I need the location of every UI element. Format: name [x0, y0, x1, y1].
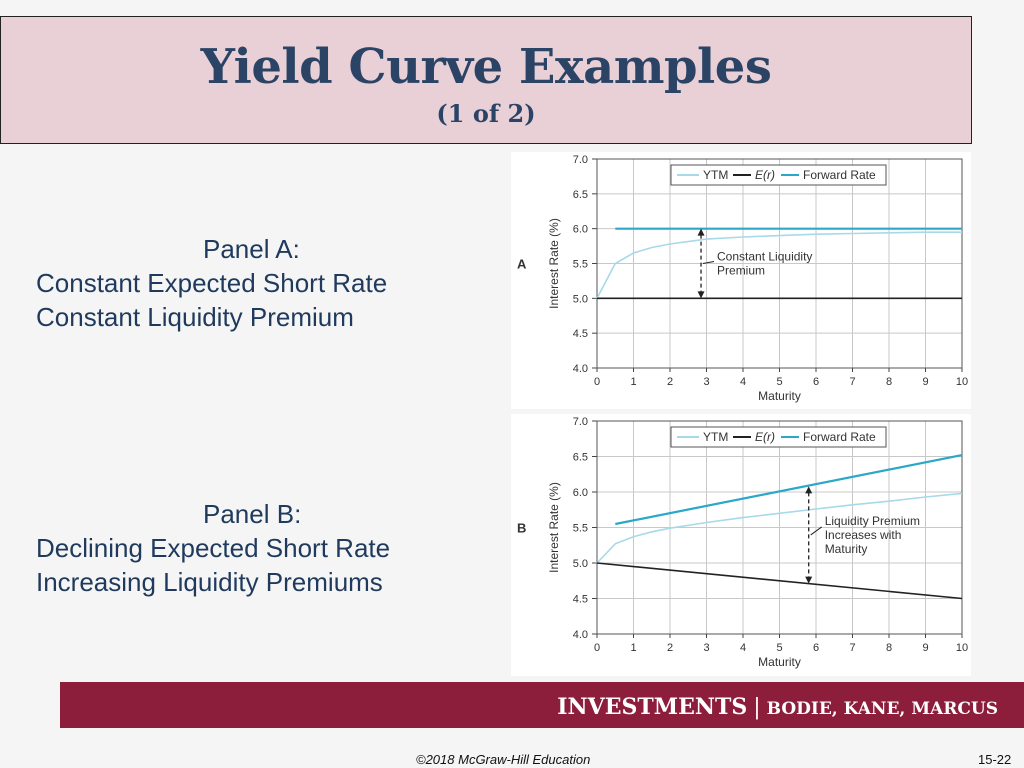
- chart0-y-tick-label-6: 7.0: [573, 154, 588, 166]
- chart-panel-a: 4.0 4.5 5.0 5.5 6.0 6.5 7.0 0 1 2 3 4 5 6 7 8 9 10 Maturit…: [511, 152, 971, 409]
- chart1-x-tick-label-6: 6: [813, 642, 819, 654]
- chart1-y-tick-label-6: 7.0: [573, 416, 588, 428]
- chart0-annotation-arrow-head-top: [697, 228, 705, 236]
- chart1-y-tick-label-3: 5.5: [573, 523, 588, 535]
- chart0-x-tick-label-4: 4: [740, 376, 746, 388]
- chart0-y-tick-label-1: 4.5: [573, 328, 588, 340]
- chart1-legend-box: [670, 426, 887, 448]
- chart0-y-axis-label: Interest Rate (%): [547, 218, 561, 309]
- chart1-y-tick-label-4: 6.0: [573, 487, 588, 499]
- chart0-legend-label-1: E(r): [755, 168, 775, 182]
- chart1-y-tick-label-2: 5.0: [573, 558, 588, 570]
- chart1-plot-border: [596, 420, 963, 635]
- panel-a-line1: Constant Expected Short Rate: [36, 268, 388, 298]
- chart0-annotation-leader: [702, 261, 715, 264]
- chart1-annotation-arrow-head-top: [805, 486, 813, 494]
- chart1-x-tick-label-2: 2: [667, 642, 673, 654]
- chart1-x-tick-label-5: 5: [776, 642, 782, 654]
- chart1-annotation-text-3: Maturity: [825, 542, 868, 556]
- chart0-x-tick-label-1: 1: [630, 376, 636, 388]
- chart1-x-tick-label-0: 0: [594, 642, 600, 654]
- chart0-x-axis-label: Maturity: [758, 389, 801, 403]
- copyright: ©2018 McGraw-Hill Education: [416, 752, 591, 767]
- chart0-x-tick-label-3: 3: [703, 376, 709, 388]
- chart1-series-forward-rate-line: [615, 454, 963, 526]
- panel-a-description: Panel A: Constant Expected Short Rate Co…: [36, 232, 387, 334]
- chart1-x-tick-label-8: 8: [886, 642, 892, 654]
- chart1-x-tick-label-7: 7: [849, 642, 855, 654]
- chart1-series-ytm-line: [596, 492, 963, 564]
- chart0-plot-border: [596, 158, 963, 369]
- chart1-legend-label-1: E(r): [755, 430, 775, 444]
- chart1-y-tick-label-1: 4.5: [573, 594, 588, 606]
- chart1-x-axis-label: Maturity: [758, 655, 801, 669]
- chart1-annotation-text-1: Liquidity Premium: [825, 514, 920, 528]
- chart0-y-tick-label-4: 6.0: [573, 224, 588, 236]
- chart0-legend-box: [670, 164, 887, 186]
- footer-separator: |: [753, 695, 761, 720]
- chart1-legend-label-2: Forward Rate: [803, 430, 876, 444]
- chart-panel-b-svg: 4.0 4.5 5.0 5.5 6.0 6.5 7.0 0 1 2 3 4 5 6 7 8 9 10 Maturit…: [517, 416, 968, 669]
- chart0-legend-label-2: Forward Rate: [803, 168, 876, 182]
- chart1-x-tick-label-9: 9: [922, 642, 928, 654]
- chart1-panel-label: B: [517, 521, 526, 536]
- chart0-y-tick-label-5: 6.5: [573, 189, 588, 201]
- chart1-x-tick-label-4: 4: [740, 642, 746, 654]
- chart0-x-tick-label-6: 6: [813, 376, 819, 388]
- chart1-y-tick-label-5: 6.5: [573, 452, 588, 464]
- chart1-series-e-r-line: [596, 562, 963, 600]
- panel-b-line1: Declining Expected Short Rate: [36, 533, 391, 563]
- chart1-annotation-leader: [810, 526, 822, 536]
- chart0-x-tick-label-9: 9: [922, 376, 928, 388]
- chart1-x-tick-label-10: 10: [956, 642, 968, 654]
- chart0-annotation-arrow-head-bottom: [697, 291, 705, 299]
- footer-authors: BODIE, KANE, MARCUS: [766, 699, 998, 719]
- slide-subtitle: (1 of 2): [436, 99, 536, 128]
- footer-brand-title: INVESTMENTS: [557, 694, 748, 720]
- footer-brand: INVESTMENTS | BODIE, KANE, MARCUS: [557, 694, 998, 720]
- chart0-x-tick-label-2: 2: [667, 376, 673, 388]
- footer-bar: INVESTMENTS | BODIE, KANE, MARCUS: [60, 682, 1024, 728]
- chart1-annotation-text-2: Increases with: [825, 528, 902, 542]
- chart-panel-a-svg: 4.0 4.5 5.0 5.5 6.0 6.5 7.0 0 1 2 3 4 5 6 7 8 9 10 Maturit…: [517, 154, 968, 403]
- chart0-y-tick-label-3: 5.5: [573, 259, 588, 271]
- chart0-x-tick-label-8: 8: [886, 376, 892, 388]
- slide-title: Yield Curve Examples: [200, 39, 772, 95]
- chart0-series-ytm-line: [596, 231, 962, 299]
- chart0-annotation-text-1: Constant Liquidity: [717, 250, 812, 264]
- chart0-y-tick-label-0: 4.0: [573, 363, 588, 375]
- title-banner: Yield Curve Examples (1 of 2): [0, 16, 972, 144]
- chart0-x-tick-label-10: 10: [956, 376, 968, 388]
- page-number: 15-22: [978, 752, 1012, 767]
- chart0-x-tick-label-7: 7: [849, 376, 855, 388]
- chart0-x-tick-label-0: 0: [594, 376, 600, 388]
- chart1-x-tick-label-3: 3: [703, 642, 709, 654]
- chart0-panel-label: A: [517, 257, 527, 272]
- chart-panel-b: 4.0 4.5 5.0 5.5 6.0 6.5 7.0 0 1 2 3 4 5 6 7 8 9 10 Maturit…: [511, 414, 971, 676]
- chart0-annotation-text-2: Premium: [717, 264, 765, 278]
- panel-b-line2: Increasing Liquidity Premiums: [36, 567, 383, 597]
- chart1-x-tick-label-1: 1: [630, 642, 636, 654]
- chart0-y-tick-label-2: 5.0: [573, 293, 588, 305]
- panel-b-description: Panel B: Declining Expected Short Rate I…: [36, 497, 390, 599]
- chart1-y-tick-label-0: 4.0: [573, 629, 588, 641]
- panel-b-heading: Panel B:: [203, 499, 302, 529]
- panel-a-line2: Constant Liquidity Premium: [36, 302, 354, 332]
- chart0-x-tick-label-5: 5: [776, 376, 782, 388]
- panel-a-heading: Panel A:: [203, 234, 300, 264]
- chart1-legend-label-0: YTM: [703, 430, 728, 444]
- chart1-y-axis-label: Interest Rate (%): [547, 482, 561, 573]
- chart1-annotation-arrow-head-bottom: [805, 576, 813, 584]
- chart0-legend-label-0: YTM: [703, 168, 728, 182]
